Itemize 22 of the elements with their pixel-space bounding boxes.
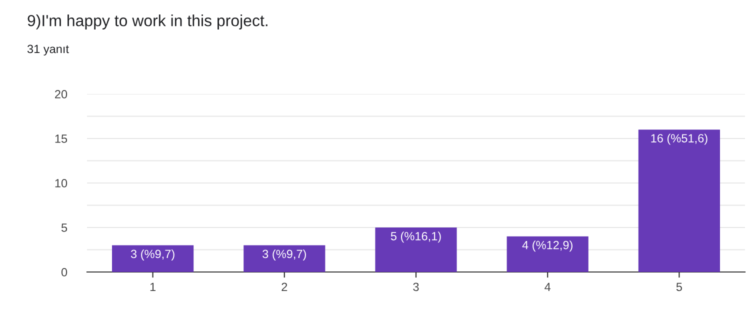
x-tick-label: 5 — [676, 282, 682, 292]
bar — [506, 236, 588, 272]
bar — [112, 245, 194, 272]
x-tick-label: 4 — [544, 282, 551, 291]
chart-title: 9)I'm happy to work in this project. — [28, 14, 268, 30]
y-tick-label: 20 — [55, 90, 68, 98]
bar — [244, 245, 326, 272]
data-label: 3 (%9,7) — [130, 249, 174, 260]
x-tick-label: 2 — [282, 282, 288, 291]
x-tick-label: 3 — [413, 282, 419, 292]
bar — [638, 130, 720, 272]
y-tick-label: 5 — [61, 224, 68, 232]
y-tick-label: 10 — [55, 179, 68, 188]
x-tick-label: 1 — [150, 282, 156, 291]
data-label: 3 (%9,7) — [262, 249, 306, 260]
y-tick-label: 15 — [55, 134, 68, 143]
bar — [375, 228, 457, 272]
y-tick-label: 0 — [61, 268, 68, 276]
data-label: 16 (%51,6) — [651, 134, 708, 145]
data-label: 5 (%16,1) — [390, 232, 441, 243]
chart-subtitle: 31 yanıt — [27, 44, 69, 56]
data-label: 4 (%12,9) — [522, 240, 572, 252]
